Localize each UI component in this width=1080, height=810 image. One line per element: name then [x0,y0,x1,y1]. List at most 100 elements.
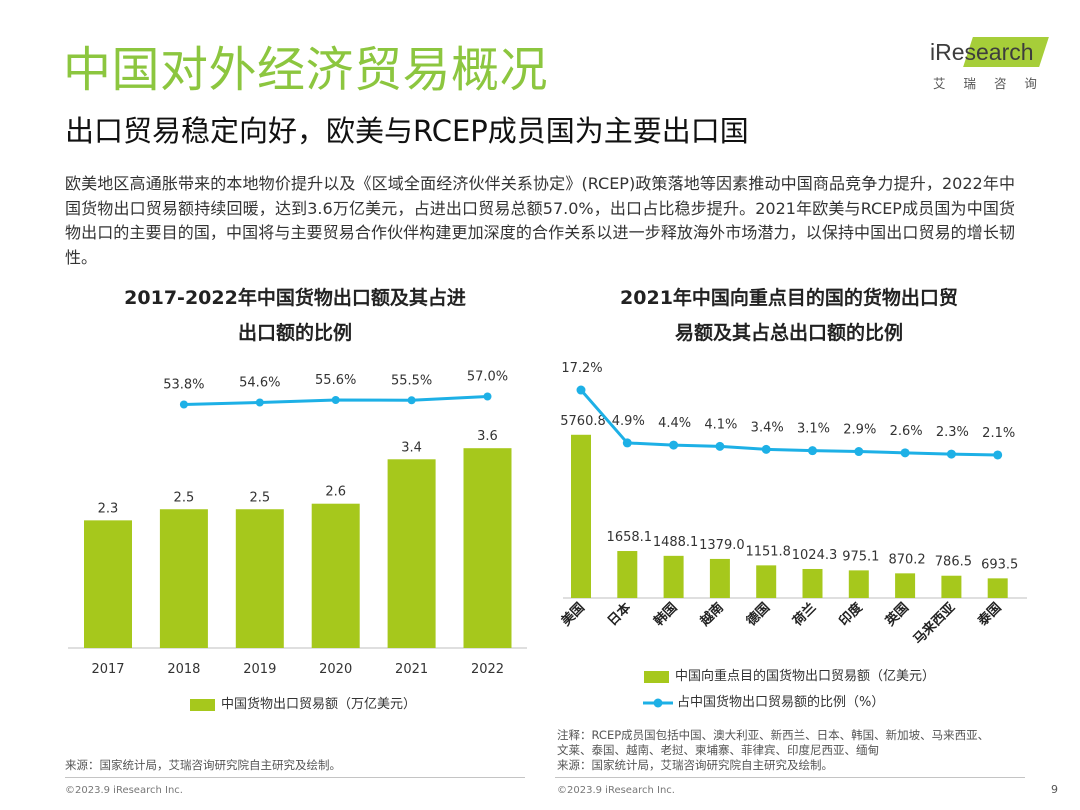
right-line-point-越南 [715,441,725,451]
left-bar-2017 [84,520,132,648]
intro-paragraph: 欧美地区高通胀带来的本地物价提升以及《区域全面经济伙伴关系协定》(RCEP)政策… [65,174,1015,267]
right-line-label-英国: 2.6% [890,424,923,439]
left-line-point-2020 [331,396,340,404]
right-x-tick-label-韩国: 韩国 [651,600,681,630]
right-chart-title: 2021年中国向重点目的国的货物出口贸 易额及其占总出口额的比例 [601,281,977,351]
left-bar-2022 [463,448,512,648]
right-note-line-1: 注释：RCEP成员国包括中国、澳大利亚、新西兰、日本、韩国、新加坡、马来西亚、 [557,728,990,742]
right-line-point-日本 [622,438,632,448]
left-bar-label-2017: 2.3 [98,501,119,516]
right-chart-title-line-2: 易额及其占总出口额的比例 [674,322,903,344]
left-export-chart: 2.3 2017 2.5 2018 2.5 2019 2.6 2020 3.4 2021 3.6 20… [68,370,527,677]
right-bar-label-美国: 5760.8 [560,414,606,429]
right-legend-bar: 中国向重点目的国货物出口贸易额（亿美元） [644,669,935,685]
right-x-tick-label-马来西亚: 马来西亚 [910,600,958,648]
left-line-point-2019 [255,398,264,407]
right-bar-马来西亚 [941,575,962,598]
left-line-point-2021 [407,396,416,405]
left-x-tick-label-2018: 2018 [167,662,200,677]
right-bar-泰国 [987,578,1008,598]
left-line-label-2021: 55.5% [391,373,432,388]
left-x-tick-label-2022: 2022 [471,662,504,677]
right-line-label-泰国: 2.1% [982,426,1015,441]
left-x-tick-label-2021: 2021 [395,662,428,677]
page-title: 中国对外经济贸易概况 [63,42,549,98]
footer-copyright-left: ©2023.9 iResearch Inc. [65,785,183,796]
left-bar-label-2021: 3.4 [401,440,422,455]
right-line-point-韩国 [669,440,679,450]
right-line-label-印度: 2.9% [843,423,876,438]
right-x-tick-label-德国: 德国 [743,600,773,630]
right-x-tick-label-日本: 日本 [604,600,634,630]
right-x-tick-label-荷兰: 荷兰 [789,600,819,630]
right-legend-bar-swatch [644,671,669,683]
right-line-point-英国 [900,448,910,458]
legend-line-dot [653,698,663,708]
left-line-label-2020: 55.6% [315,373,356,388]
left-x-tick-label-2019: 2019 [243,662,276,677]
logo-brand-cn: 艾 瑞 咨 询 [933,76,1044,91]
left-bar-label-2018: 2.5 [174,490,195,505]
right-legend-line: 占中国货物出口贸易额的比例（%） [643,695,884,711]
left-footer-divider [65,777,525,778]
right-chart-title-line-1: 2021年中国向重点目的国的货物出口贸 [620,287,958,309]
left-chart-legend: 中国货物出口贸易额（万亿美元） [190,697,416,713]
right-bar-label-泰国: 693.5 [981,557,1018,572]
right-bar-英国 [895,573,916,598]
right-source-note: 来源：国家统计局，艾瑞咨询研究院自主研究及绘制。 [557,758,833,772]
right-line-label-美国: 17.2% [561,361,602,376]
left-bar-2018 [159,509,208,648]
right-bar-label-印度: 975.1 [842,549,879,564]
right-bar-label-荷兰: 1024.3 [792,548,838,563]
left-chart-title-line-2: 出口额的比例 [237,322,352,344]
right-share-line [579,389,998,457]
left-x-tick-label-2017: 2017 [91,662,124,677]
right-notes: 注释：RCEP成员国包括中国、澳大利亚、新西兰、日本、韩国、新加坡、马来西亚、 … [557,728,989,773]
right-line-point-马来西亚 [946,449,956,459]
right-line-point-印度 [854,447,864,457]
left-legend-bar-label: 中国货物出口贸易额（万亿美元） [221,697,417,712]
right-line-point-美国 [576,385,586,395]
right-bar-美国 [571,434,591,598]
left-legend-bar-swatch [190,699,215,711]
right-destination-chart: 5760.8 美国 1658.1 日本 1488.1 韩国 1379.0 越南 1151.8 德国… [558,361,1027,648]
right-line-point-德国 [761,444,771,454]
left-line-label-2019: 54.6% [239,376,280,391]
right-bar-label-德国: 1151.8 [745,544,791,559]
left-bar-label-2020: 2.6 [325,485,346,500]
right-footer-divider [555,777,1025,778]
left-line-point-2022 [483,392,492,401]
right-line-label-马来西亚: 2.3% [936,425,969,440]
right-legend-line-label: 占中国货物出口贸易额的比例（%） [677,695,885,710]
right-x-tick-label-印度: 印度 [836,599,866,629]
right-x-tick-label-美国: 美国 [558,600,588,630]
right-x-tick-label-越南: 越南 [696,600,726,630]
page-subtitle: 出口贸易稳定向好，欧美与RCEP成员国为主要出口国 [65,114,749,148]
left-chart-title: 2017-2022年中国货物出口额及其占进 出口额的比例 [107,281,483,351]
right-bar-德国 [756,565,777,598]
footer-copyright-right: ©2023.9 iResearch Inc. [557,785,675,796]
left-chart-title-line-1: 2017-2022年中国货物出口额及其占进 [124,287,466,309]
right-bar-日本 [617,551,638,598]
right-bar-韩国 [663,555,684,598]
left-line-point-2018 [179,400,188,409]
right-bar-越南 [709,558,730,598]
iresearch-logo: iResearch 艾 瑞 咨 询 [928,34,1049,98]
right-line-label-越南: 4.1% [704,417,737,432]
right-line-point-泰国 [993,450,1003,460]
right-note-line-2: 文莱、泰国、越南、老挝、柬埔寨、菲律宾、印度尼西亚、缅甸 [557,743,879,757]
page-number: 9 [1051,783,1058,796]
right-bar-label-英国: 870.2 [888,552,925,567]
right-legend-line-swatch [643,698,673,708]
right-bar-印度 [848,570,869,598]
right-x-tick-label-英国: 英国 [882,600,912,630]
left-bar-2020 [311,503,360,648]
right-bar-label-马来西亚: 786.5 [935,555,972,570]
left-source-note: 来源：国家统计局，艾瑞咨询研究院自主研究及绘制。 [65,758,341,772]
right-bar-label-越南: 1379.0 [699,538,745,553]
right-legend-bar-label: 中国向重点目的国货物出口贸易额（亿美元） [675,669,936,684]
left-line-label-2018: 53.8% [163,378,204,393]
left-x-tick-label-2020: 2020 [319,662,352,677]
right-bar-label-韩国: 1488.1 [653,535,699,550]
left-bar-2019 [235,509,284,648]
